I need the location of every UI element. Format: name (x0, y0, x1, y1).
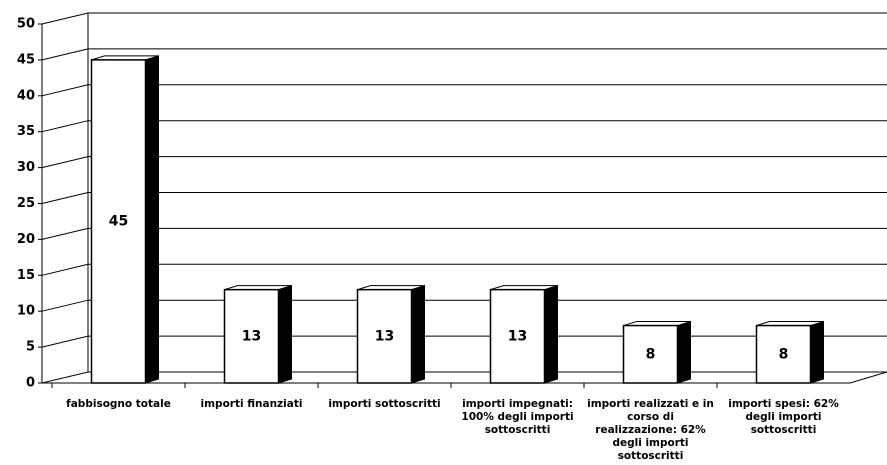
x-tick-label: importi realizzati e in corso di realizz… (587, 398, 714, 462)
bar (356, 288, 413, 384)
grid-line (41, 120, 887, 133)
y-tick-label: 5 (26, 340, 35, 355)
grid-line (41, 263, 887, 276)
data-label: 13 (508, 328, 527, 344)
bar (622, 324, 679, 384)
bar-side (278, 284, 292, 384)
bar-side (411, 284, 425, 384)
y-tick-label: 30 (17, 160, 35, 175)
x-tick-label: importi impegnati: 100% degli importi so… (461, 398, 574, 436)
grid-line (41, 227, 887, 240)
bar (489, 288, 546, 384)
y-tick-label: 0 (26, 376, 35, 391)
bar-side (810, 320, 824, 384)
x-tick-label: importi sottoscritti (328, 398, 441, 410)
data-label: 8 (779, 346, 789, 362)
grid-line (41, 192, 887, 204)
data-label: 13 (242, 328, 261, 344)
y-tick-label: 40 (17, 88, 35, 103)
bar-side (677, 320, 691, 384)
bar-side (145, 55, 159, 384)
y-tick-label: 50 (17, 17, 35, 32)
x-tick-label: fabbisogno totale (66, 398, 171, 410)
grid-line (41, 335, 887, 348)
grid-line (41, 299, 887, 312)
x-tick-label: importi finanziati (200, 398, 303, 410)
grid-line (41, 12, 887, 25)
bar (755, 324, 812, 384)
bar (90, 59, 147, 384)
x-tick-label: importi spesi: 62% degli importi sottosc… (728, 398, 839, 436)
y-tick-label: 45 (17, 52, 35, 67)
floor-right (849, 371, 887, 384)
y-tick-label: 20 (17, 232, 35, 247)
grid-line (41, 48, 887, 61)
grid-line (41, 156, 887, 169)
y-tick-label: 15 (17, 268, 35, 283)
y-tick-label: 10 (17, 304, 35, 319)
grid-line (41, 84, 887, 97)
data-label: 45 (109, 213, 128, 229)
y-tick-label: 25 (17, 196, 35, 211)
bar-side (544, 284, 558, 384)
data-label: 13 (375, 328, 394, 344)
bar (223, 288, 280, 384)
grid-line (41, 371, 887, 384)
y-tick-label: 35 (17, 124, 35, 139)
data-label: 8 (646, 346, 656, 362)
